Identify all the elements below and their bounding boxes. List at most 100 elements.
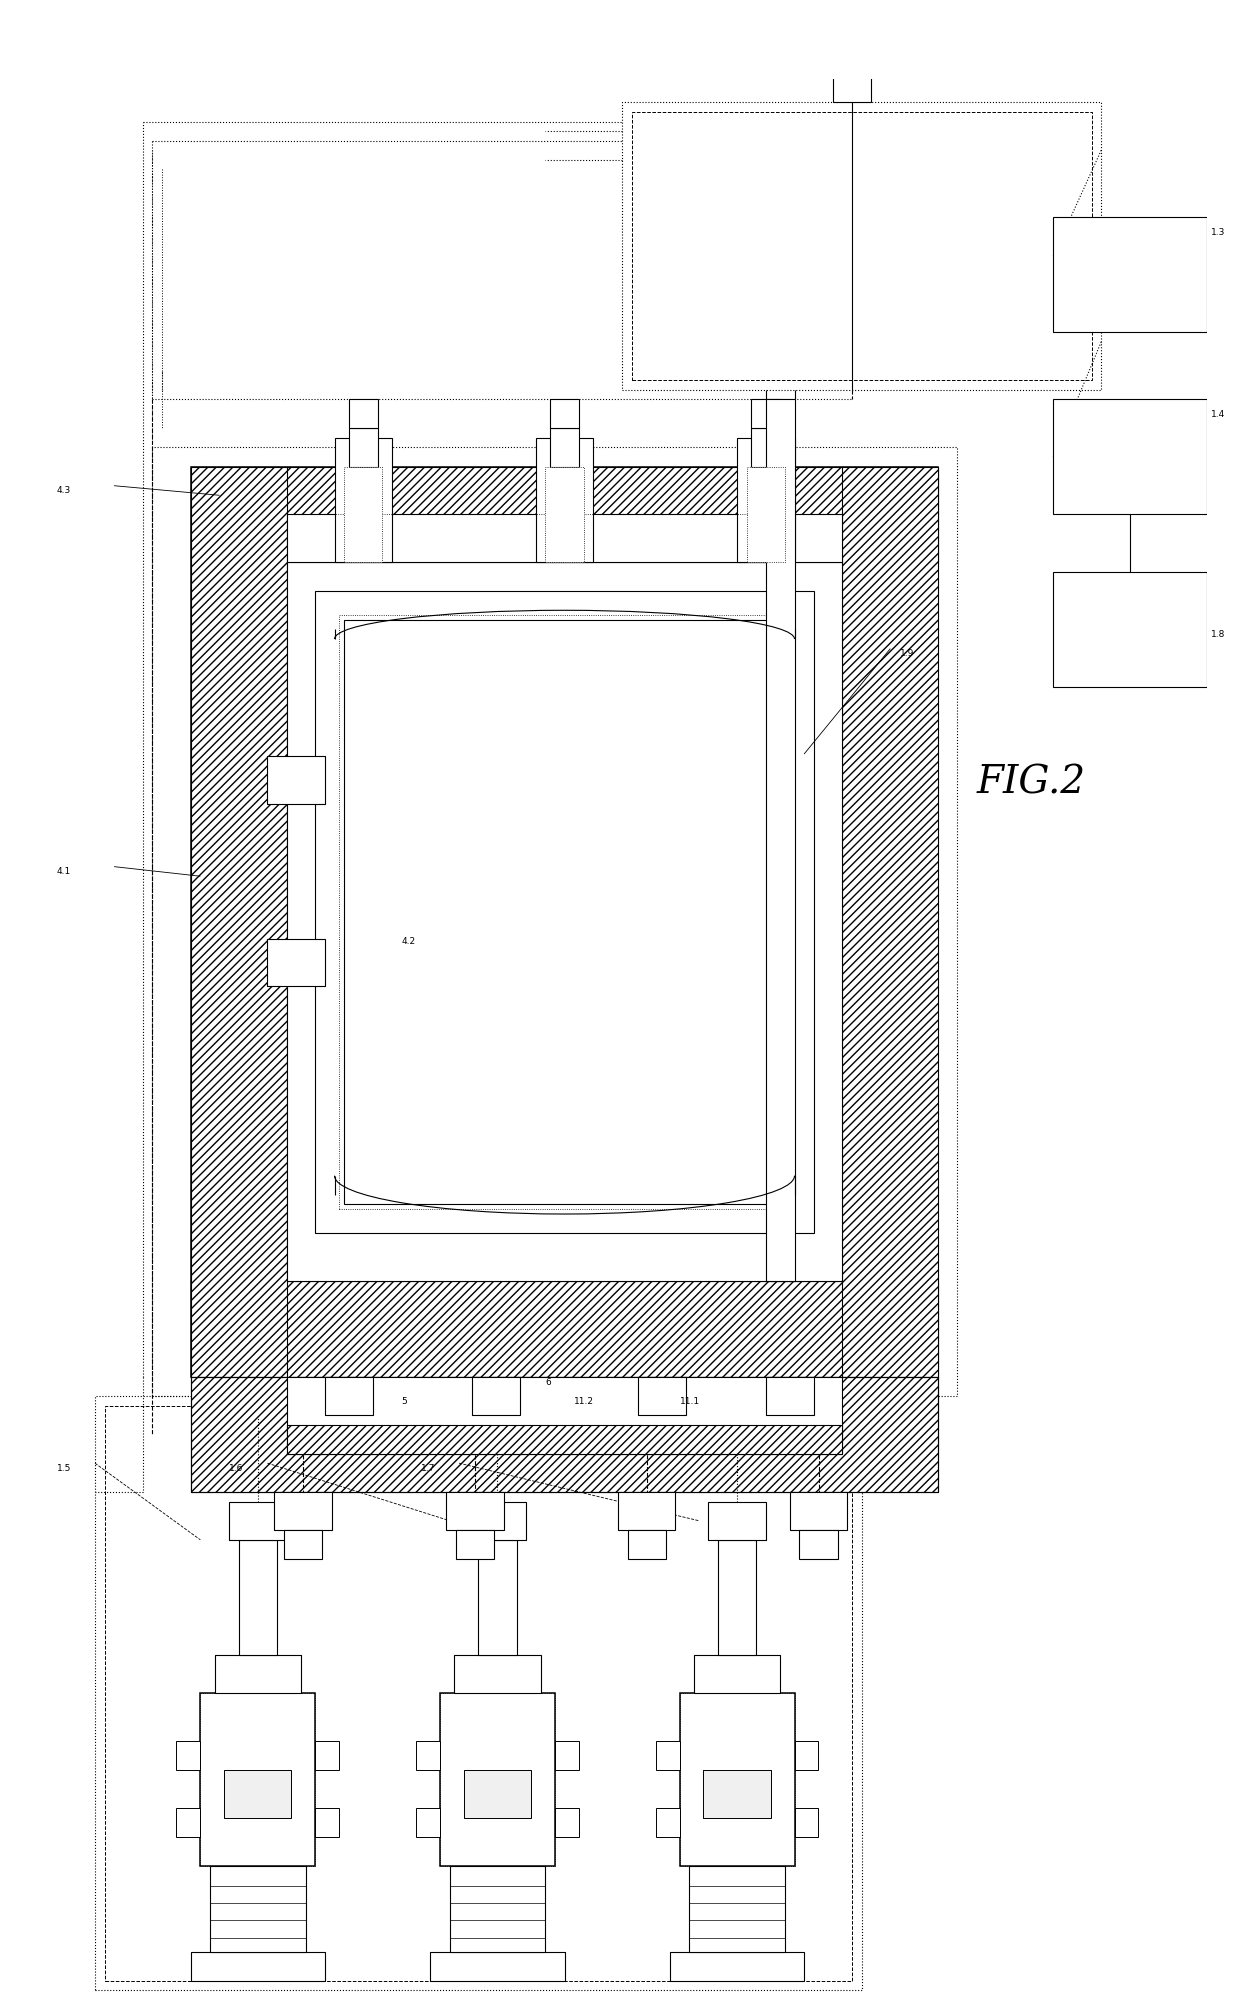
Text: 4.2: 4.2 [402, 936, 415, 946]
Bar [335, 437, 392, 563]
Bar [210, 1866, 306, 1952]
Bar [703, 1770, 770, 1818]
Bar [415, 1741, 440, 1770]
Bar [631, 112, 1091, 381]
Bar [348, 429, 378, 467]
Bar [656, 1741, 680, 1770]
Bar [703, 1770, 770, 1818]
Bar [833, 74, 872, 102]
Bar [274, 1491, 331, 1531]
Bar [464, 1770, 531, 1818]
Bar [795, 1741, 818, 1770]
Bar [415, 1808, 440, 1838]
Bar [708, 1501, 766, 1539]
Bar [689, 1866, 785, 1952]
Bar [315, 1741, 340, 1770]
Bar [340, 615, 790, 1208]
Bar [718, 1539, 756, 1655]
Bar [766, 399, 795, 1281]
Bar [229, 1501, 286, 1539]
Bar [618, 1491, 676, 1531]
Text: 1.6: 1.6 [229, 1463, 243, 1473]
Bar [315, 1808, 340, 1838]
Bar [315, 591, 813, 1232]
Bar [191, 1377, 939, 1491]
Bar [766, 1377, 813, 1415]
Bar [191, 467, 939, 563]
Bar [238, 1539, 277, 1655]
Bar [446, 1491, 503, 1531]
Bar [268, 756, 325, 804]
Bar [708, 1501, 766, 1539]
Bar [224, 1770, 291, 1818]
Bar [670, 1952, 804, 1980]
Text: 1.8: 1.8 [1211, 629, 1226, 639]
Bar [469, 1501, 526, 1539]
Bar [639, 1377, 686, 1415]
Bar [546, 467, 584, 563]
Bar [790, 1491, 847, 1531]
Bar [842, 467, 939, 1377]
Bar [556, 1741, 579, 1770]
Bar [95, 1397, 862, 1990]
Bar [191, 1377, 939, 1491]
Bar [556, 1808, 579, 1838]
Bar [348, 399, 378, 429]
Bar [224, 1770, 291, 1818]
Bar [176, 1808, 201, 1838]
Bar [551, 399, 579, 429]
Bar [215, 1655, 301, 1693]
Bar [286, 515, 842, 563]
Bar [751, 399, 780, 429]
Bar [670, 1952, 804, 1980]
Bar [268, 938, 325, 986]
Bar [1053, 399, 1207, 515]
Bar [430, 1952, 564, 1980]
Bar [104, 1405, 852, 1980]
Bar [191, 1281, 939, 1377]
Bar [191, 1952, 325, 1980]
Bar [345, 619, 785, 1204]
Bar [274, 1491, 331, 1531]
Bar [345, 467, 382, 563]
Bar [737, 437, 795, 563]
Bar [191, 467, 286, 1377]
Bar [790, 1491, 847, 1531]
Bar [191, 467, 939, 1377]
Text: 1.5: 1.5 [57, 1463, 71, 1473]
Bar [656, 1808, 680, 1838]
Bar [325, 1377, 373, 1415]
Bar [694, 1655, 780, 1693]
Bar [286, 515, 842, 563]
Bar [215, 1655, 301, 1693]
Bar [639, 1377, 686, 1415]
Text: 1.3: 1.3 [1211, 228, 1226, 236]
Bar [455, 1531, 494, 1559]
Bar [1053, 216, 1207, 333]
Bar [746, 467, 785, 563]
Bar [229, 1501, 286, 1539]
Bar [627, 1531, 666, 1559]
Bar [201, 1693, 315, 1866]
Text: FIG.2: FIG.2 [977, 764, 1086, 802]
Bar [268, 756, 325, 804]
Bar [680, 1693, 795, 1866]
Text: 1.4: 1.4 [1211, 409, 1225, 419]
Bar [479, 1539, 517, 1655]
Bar [238, 1539, 277, 1655]
Bar [680, 1693, 795, 1866]
Bar [800, 1531, 838, 1559]
Text: 11.2: 11.2 [574, 1397, 594, 1405]
Bar [446, 1491, 503, 1531]
Bar [440, 1693, 556, 1866]
Bar [286, 1377, 842, 1453]
Bar [440, 1693, 556, 1866]
Bar [1053, 571, 1207, 687]
Bar [191, 1377, 939, 1491]
Bar [718, 1539, 756, 1655]
Bar [842, 54, 862, 74]
Bar [469, 1501, 526, 1539]
Bar [284, 1531, 322, 1559]
Bar [268, 938, 325, 986]
Bar [795, 1808, 818, 1838]
